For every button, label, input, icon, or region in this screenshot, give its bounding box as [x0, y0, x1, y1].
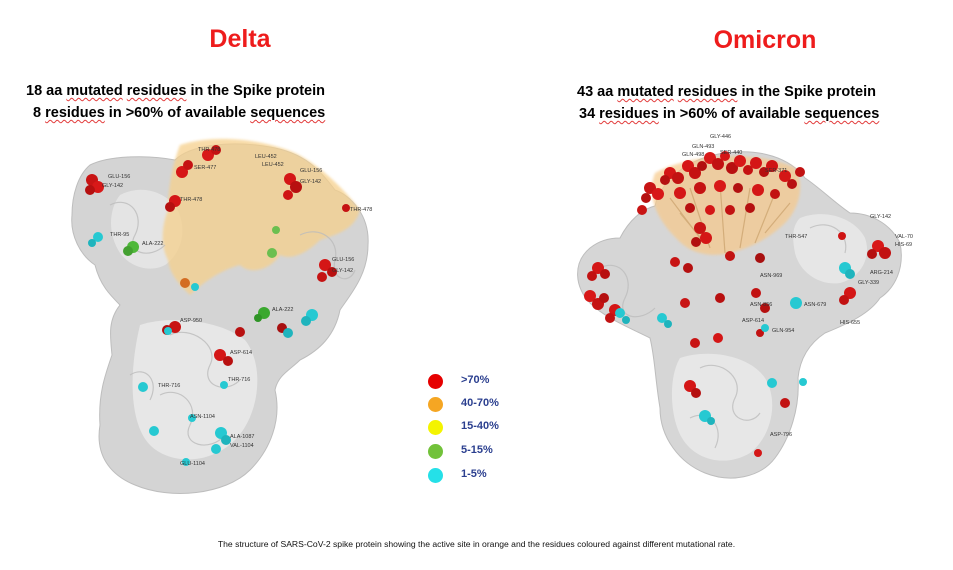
- delta-label: THR-478: [198, 147, 220, 153]
- delta-label: ALA-1087: [230, 434, 254, 440]
- omicron-label: ASN-969: [760, 273, 782, 279]
- legend-label: >70%: [461, 374, 490, 386]
- delta-protein-inner-2: [132, 320, 258, 460]
- omicron-label: ASN-679: [804, 302, 826, 308]
- omicron-label: ASP-796: [770, 432, 792, 438]
- omicron-label: HIS-69: [895, 242, 912, 248]
- omicron-structure-image: GLY-446 GLN-493 SER-440 GLN-498 SER-371 …: [577, 134, 913, 479]
- delta-line2-count: 8: [33, 105, 42, 121]
- delta-active-site: [162, 138, 360, 295]
- delta-label: GLY-142: [332, 268, 353, 274]
- omicron-line1-rest: in the Spike protein: [741, 84, 876, 100]
- omicron-label: GLN-493: [692, 144, 714, 150]
- delta-label: ALA-222: [272, 307, 293, 313]
- legend-swatch: [428, 444, 443, 459]
- delta-label: THR-478: [180, 197, 202, 203]
- delta-label: GLY-142: [102, 183, 123, 189]
- omicron-label: GLN-954: [772, 328, 794, 334]
- delta-label: VAL-1104: [230, 443, 254, 449]
- omicron-residue-markers: [584, 151, 891, 457]
- omicron-line2-rest: in >60% of available: [662, 106, 801, 122]
- legend-swatch: [428, 397, 443, 412]
- delta-label: THR-95: [110, 232, 129, 238]
- omicron-line1-count: 43 aa: [577, 84, 614, 100]
- omicron-label: SER-371: [765, 168, 787, 174]
- delta-label: THR-716: [228, 377, 250, 383]
- delta-label: LEU-452: [262, 162, 284, 168]
- delta-label: LEU-452: [255, 154, 277, 160]
- delta-residue-labels: THR-478 LEU-452 GLU-156 GLY-142 GLU-156 …: [102, 147, 372, 467]
- omicron-line1-word1: mutated: [617, 84, 674, 100]
- delta-line1-rest: in the Spike protein: [190, 83, 325, 99]
- omicron-label: THR-547: [785, 234, 807, 240]
- legend-item: 15-40%: [428, 419, 548, 437]
- omicron-line2-word2: sequences: [804, 106, 880, 122]
- delta-line2-word2: sequences: [250, 105, 326, 121]
- delta-label: ALA-222: [142, 241, 163, 247]
- delta-line1-count: 18 aa: [26, 83, 63, 99]
- omicron-line2-word1: residues: [599, 106, 659, 122]
- legend-label: 40-70%: [461, 397, 499, 409]
- omicron-protein-inner-2: [671, 353, 773, 461]
- legend-item: 1-5%: [428, 467, 548, 485]
- legend-label: 1-5%: [461, 468, 487, 480]
- omicron-label: GLY-446: [710, 134, 731, 140]
- delta-label: ASP-950: [180, 318, 202, 324]
- omicron-label: HIS-655: [840, 320, 860, 326]
- omicron-label: ASN-856: [750, 302, 772, 308]
- legend-item: >70%: [428, 373, 548, 391]
- delta-label: GLY-142: [300, 179, 321, 185]
- delta-label: ASN-1104: [190, 414, 215, 420]
- delta-line2-word1: residues: [45, 105, 105, 121]
- omicron-line-1: 43 aa mutated residues in the Spike prot…: [577, 84, 876, 100]
- legend-item: 5-15%: [428, 443, 548, 461]
- omicron-line1-word2: residues: [677, 84, 738, 100]
- delta-structure-image: THR-478 LEU-452 GLU-156 GLY-142 GLU-156 …: [71, 138, 372, 494]
- delta-label: THR-716: [158, 383, 180, 389]
- delta-residue-markers: [85, 145, 350, 466]
- delta-line-2: 8 residues in >60% of available sequence…: [33, 105, 325, 121]
- omicron-label: VAL-70: [895, 234, 913, 240]
- legend-label: 15-40%: [461, 420, 499, 432]
- delta-title: Delta: [209, 25, 271, 53]
- omicron-title: Omicron: [713, 26, 817, 54]
- delta-label: GLU-156: [300, 168, 322, 174]
- delta-line-1: 18 aa mutated residues in the Spike prot…: [26, 83, 325, 99]
- delta-line2-rest: in >60% of available: [108, 105, 247, 121]
- omicron-active-site: [651, 156, 801, 255]
- delta-label: GLU-1104: [180, 461, 205, 467]
- delta-line1-word1: mutated: [66, 83, 123, 99]
- omicron-label: ASP-614: [742, 318, 764, 324]
- legend-item: 40-70%: [428, 396, 548, 414]
- omicron-line-2: 34 residues in >60% of available sequenc…: [579, 106, 879, 122]
- legend-swatch: [428, 468, 443, 483]
- omicron-label: ARG-214: [870, 270, 893, 276]
- legend-swatch: [428, 374, 443, 389]
- omicron-line2-count: 34: [579, 106, 596, 122]
- delta-label: THR-478: [350, 207, 372, 213]
- legend-swatch: [428, 420, 443, 435]
- omicron-label: SER-440: [720, 150, 742, 156]
- delta-label: ASP-614: [230, 350, 252, 356]
- omicron-label: GLY-142: [870, 214, 891, 220]
- omicron-label: GLN-498: [682, 152, 704, 158]
- legend-label: 5-15%: [461, 444, 493, 456]
- delta-label: GLU-156: [332, 257, 354, 263]
- delta-line1-word2: residues: [126, 83, 187, 99]
- delta-label: SER-477: [194, 165, 216, 171]
- omicron-residue-labels: GLY-446 GLN-493 SER-440 GLN-498 SER-371 …: [682, 134, 913, 438]
- omicron-label: GLY-339: [858, 280, 879, 286]
- figure-caption: The structure of SARS-CoV-2 spike protei…: [217, 539, 736, 549]
- delta-label: GLU-156: [108, 174, 130, 180]
